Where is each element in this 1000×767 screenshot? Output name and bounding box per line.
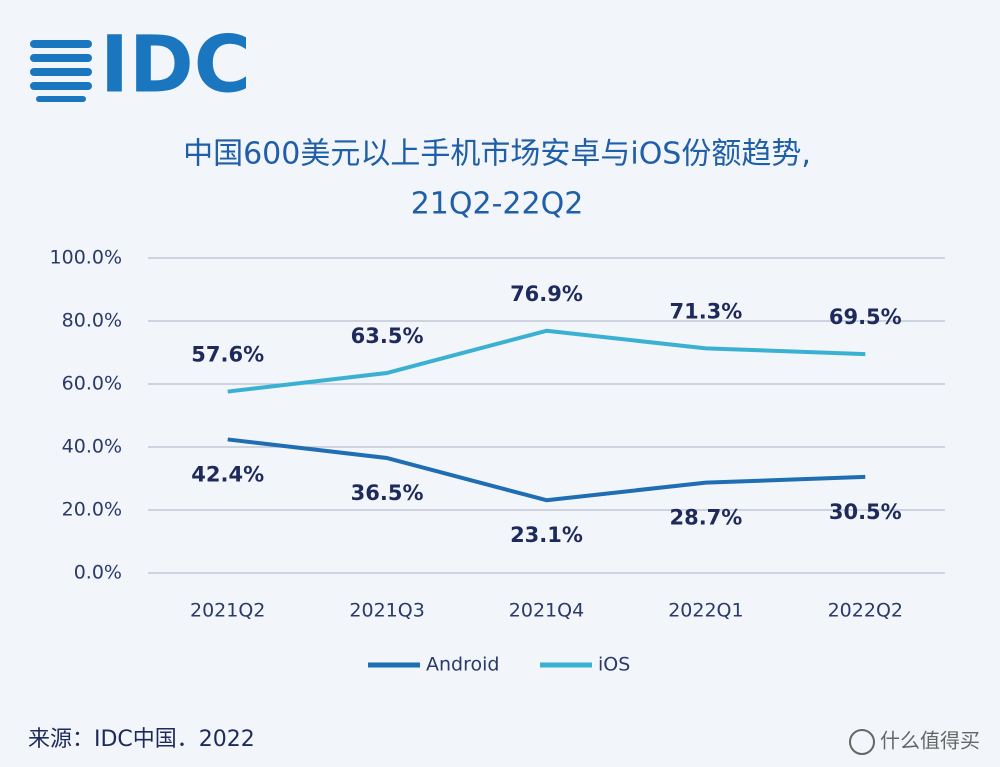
y-tick-label: 40.0%: [62, 436, 122, 458]
data-label: 42.4%: [191, 462, 264, 486]
series-line: [227, 437, 866, 503]
y-tick-label: 0.0%: [74, 562, 122, 584]
logo-text: IDC: [100, 20, 251, 110]
y-tick-label: 100.0%: [50, 247, 122, 269]
data-label: 23.1%: [510, 523, 583, 547]
watermark: 什么值得买: [880, 729, 980, 753]
x-tick-label: 2021Q3: [349, 600, 424, 622]
data-label: 57.6%: [191, 343, 264, 367]
data-label: 69.5%: [829, 305, 902, 329]
y-tick-label: 80.0%: [62, 310, 122, 332]
x-tick-label: 2022Q1: [668, 600, 743, 622]
x-tick-label: 2021Q2: [190, 600, 265, 622]
data-label: 28.7%: [669, 506, 742, 530]
chart-title: 中国600美元以上手机市场安卓与iOS份额趋势,: [183, 137, 811, 172]
data-label: 36.5%: [351, 481, 424, 505]
data-label: 30.5%: [829, 500, 902, 524]
source-note: 来源：IDC中国．2022: [28, 727, 255, 752]
legend-label: Android: [426, 654, 499, 676]
watermark-icon: [849, 729, 875, 755]
data-label: 71.3%: [669, 299, 742, 323]
legend-label: iOS: [598, 654, 630, 676]
data-label: 63.5%: [351, 324, 424, 348]
series-line: [227, 328, 866, 394]
x-tick-label: 2021Q4: [509, 600, 584, 622]
x-tick-label: 2022Q2: [828, 600, 903, 622]
y-tick-label: 20.0%: [62, 499, 122, 521]
y-tick-label: 60.0%: [62, 373, 122, 395]
logo: IDC: [30, 20, 251, 110]
chart-subtitle: 21Q2-22Q2: [411, 187, 584, 222]
data-label: 76.9%: [510, 282, 583, 306]
